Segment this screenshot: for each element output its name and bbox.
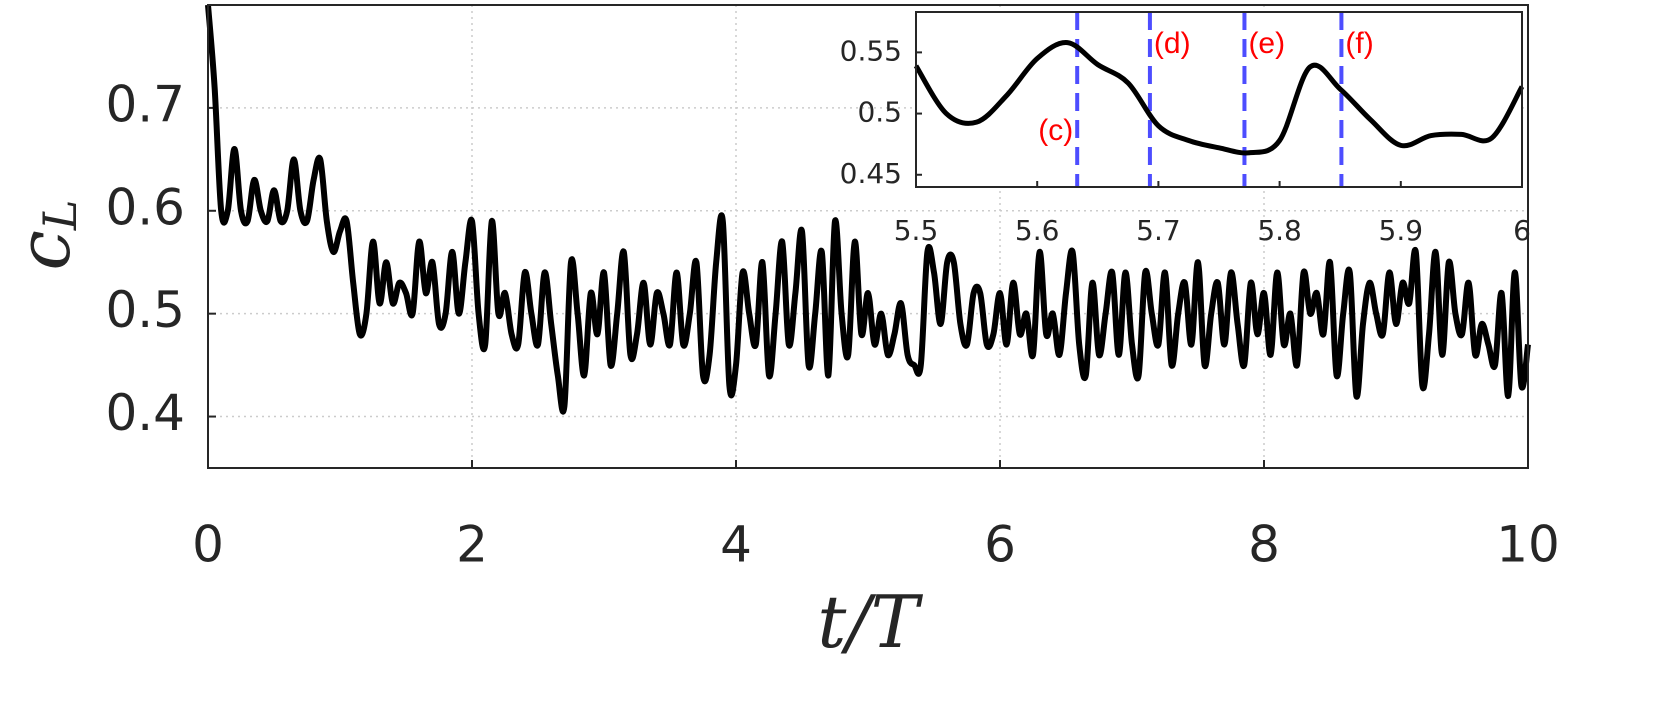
plot-area — [916, 12, 1522, 187]
data-line — [205, 4, 1531, 415]
x-tick-label: 0 — [192, 516, 224, 574]
y-tick-label: 0.45 — [840, 157, 902, 190]
y-tick-label: 0.4 — [105, 384, 185, 442]
x-tick-label: 5.9 — [1379, 214, 1424, 247]
data-line — [913, 40, 1525, 156]
y-tick-label: 0.6 — [105, 178, 185, 236]
marker-label: (d) — [1154, 27, 1191, 60]
x-tick-label: 5.6 — [1015, 214, 1060, 247]
x-tick-label: 5.8 — [1257, 214, 1302, 247]
x-tick-label: 5.5 — [894, 214, 939, 247]
y-tick-label: 0.55 — [840, 34, 902, 67]
y-tick-label: 0.5 — [105, 281, 185, 339]
y-tick-label: 0.5 — [857, 96, 902, 129]
x-tick-label: 4 — [720, 516, 752, 574]
x-tick-label: 8 — [1248, 516, 1280, 574]
x-tick-label: 5.7 — [1136, 214, 1181, 247]
axes-box — [915, 11, 1523, 188]
x-tick-label: 2 — [456, 516, 488, 574]
x-tick-label: 10 — [1496, 516, 1560, 574]
y-tick-label: 0.7 — [105, 75, 185, 133]
marker-label: (f) — [1345, 27, 1373, 60]
marker-label: (e) — [1248, 27, 1285, 60]
y-axis-label-base: c — [2, 230, 86, 270]
x-axis-label: t/T — [817, 580, 923, 664]
y-axis-label: cL — [2, 200, 87, 271]
axes-box — [207, 4, 1529, 469]
x-tick-label: 6 — [1513, 214, 1531, 247]
marker-label: (c) — [1038, 114, 1073, 147]
x-tick-label: 6 — [984, 516, 1016, 574]
y-axis-label-sub: L — [33, 200, 87, 232]
